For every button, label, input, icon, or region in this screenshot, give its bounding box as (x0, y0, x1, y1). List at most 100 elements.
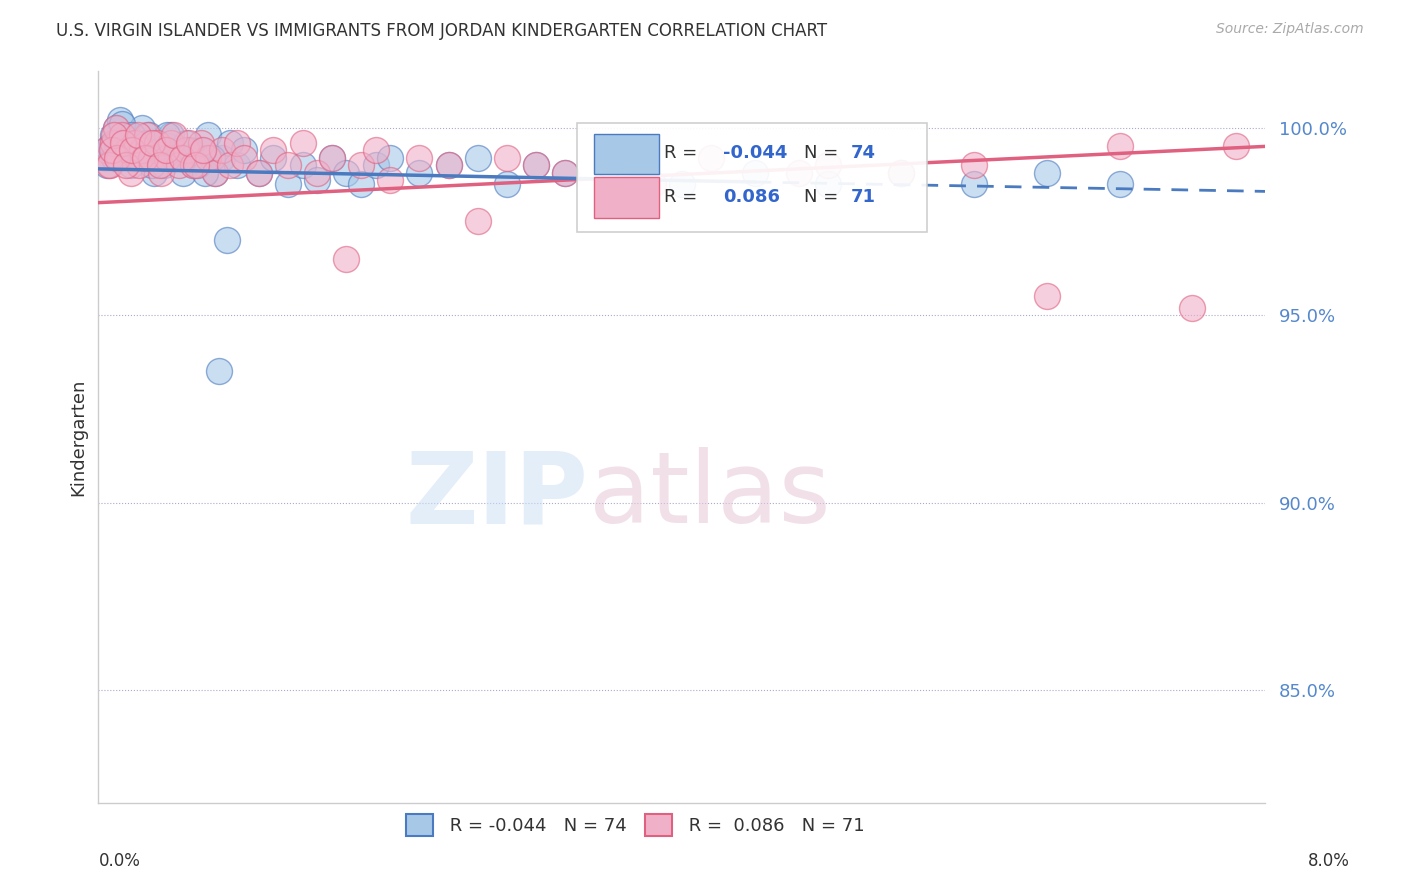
Point (131, 143, 153, 157)
Point (226, 136, 249, 150)
Point (962, 177, 984, 191)
Point (247, 166, 270, 180)
Point (962, 158, 984, 172)
Point (408, 151, 430, 165)
Point (226, 158, 249, 172)
Point (1225, 139, 1247, 153)
Text: R =: R = (665, 145, 703, 162)
Point (277, 158, 299, 172)
Point (101, 136, 124, 150)
Point (671, 177, 693, 191)
Point (233, 143, 256, 157)
Text: 74: 74 (851, 145, 876, 162)
Point (105, 151, 128, 165)
Point (104, 120, 127, 135)
Point (174, 136, 197, 150)
Point (201, 151, 224, 165)
Point (146, 136, 169, 150)
Point (181, 158, 204, 172)
Point (98, 158, 121, 172)
Point (155, 143, 177, 157)
Point (94, 143, 117, 157)
Point (247, 166, 270, 180)
Point (817, 158, 839, 172)
Point (190, 136, 212, 150)
Point (554, 166, 576, 180)
Point (153, 158, 176, 172)
Point (496, 177, 519, 191)
Point (307, 173, 329, 187)
Point (131, 120, 153, 135)
Point (350, 177, 373, 191)
Point (1181, 301, 1204, 315)
Point (890, 166, 912, 180)
Point (141, 136, 163, 150)
Point (135, 128, 157, 142)
Point (524, 158, 547, 172)
Point (101, 128, 124, 142)
Point (467, 151, 489, 165)
Point (186, 158, 208, 172)
Point (134, 151, 156, 165)
Point (115, 143, 138, 157)
Point (127, 128, 149, 142)
Point (170, 151, 193, 165)
Text: 8.0%: 8.0% (1308, 852, 1350, 870)
Point (437, 158, 460, 172)
Point (141, 158, 163, 172)
Text: -0.044: -0.044 (723, 145, 787, 162)
Point (160, 128, 183, 142)
Point (467, 214, 489, 228)
Point (890, 166, 912, 180)
Point (120, 158, 142, 172)
Point (104, 120, 127, 135)
Point (117, 128, 139, 142)
Point (174, 143, 197, 157)
Point (149, 158, 172, 172)
Point (218, 158, 240, 172)
Point (598, 158, 620, 172)
Point (598, 158, 620, 172)
Point (215, 233, 238, 247)
Point (524, 158, 547, 172)
Point (177, 136, 200, 150)
Point (335, 252, 357, 266)
Point (172, 166, 194, 180)
Point (233, 151, 256, 165)
Point (197, 128, 219, 142)
Text: 0.086: 0.086 (723, 188, 780, 206)
Point (321, 151, 343, 165)
Point (100, 139, 122, 153)
Point (291, 136, 314, 150)
Point (197, 151, 219, 165)
Point (139, 151, 162, 165)
Point (193, 143, 215, 157)
Point (437, 158, 460, 172)
Point (150, 143, 173, 157)
Point (1108, 177, 1130, 191)
Point (262, 151, 284, 165)
Point (211, 151, 233, 165)
Text: atlas: atlas (589, 447, 830, 544)
Point (554, 166, 576, 180)
Point (700, 151, 723, 165)
Point (103, 151, 125, 165)
Point (128, 158, 150, 172)
Point (380, 151, 402, 165)
Point (115, 158, 138, 172)
Point (117, 143, 139, 157)
FancyBboxPatch shape (576, 122, 927, 232)
Point (181, 158, 204, 172)
Point (744, 166, 766, 180)
Point (121, 143, 143, 157)
Point (211, 143, 233, 157)
Point (100, 143, 122, 157)
Text: N =: N = (804, 188, 839, 206)
Point (1035, 166, 1057, 180)
Point (135, 136, 157, 150)
Point (167, 151, 190, 165)
Point (134, 143, 156, 157)
Point (105, 136, 128, 150)
Text: R =: R = (665, 188, 703, 206)
Point (163, 151, 186, 165)
